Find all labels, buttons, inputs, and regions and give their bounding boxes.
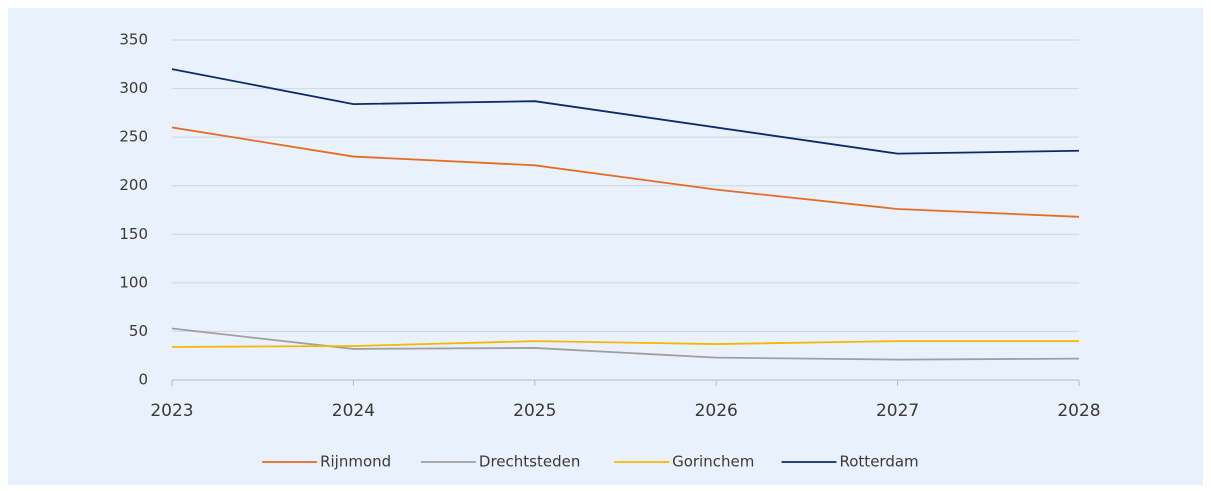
legend-label: Rotterdam (840, 453, 919, 471)
x-tick-label: 2025 (513, 401, 556, 421)
y-tick-label: 250 (119, 128, 148, 146)
legend-label: Drechtsteden (479, 453, 580, 471)
y-tick-label: 300 (119, 79, 148, 97)
series-line (171, 126, 1080, 218)
y-tick-label: 350 (119, 31, 148, 49)
legend-label: Gorinchem (672, 453, 754, 471)
y-tick-label: 100 (119, 273, 148, 291)
chart-background (8, 8, 1203, 485)
series-line (171, 68, 1080, 155)
y-tick-label: 150 (119, 225, 148, 243)
x-tick-label: 2026 (695, 401, 738, 421)
series-line (171, 340, 1079, 348)
y-tick-label: 50 (129, 322, 148, 340)
y-tick-label: 0 (138, 371, 148, 389)
x-tick-label: 2024 (332, 401, 375, 421)
x-tick-label: 2023 (150, 401, 193, 421)
y-tick-label: 200 (119, 176, 148, 194)
legend-label: Rijnmond (320, 453, 391, 471)
x-tick-label: 2028 (1057, 401, 1100, 421)
x-tick-label: 2027 (876, 401, 919, 421)
